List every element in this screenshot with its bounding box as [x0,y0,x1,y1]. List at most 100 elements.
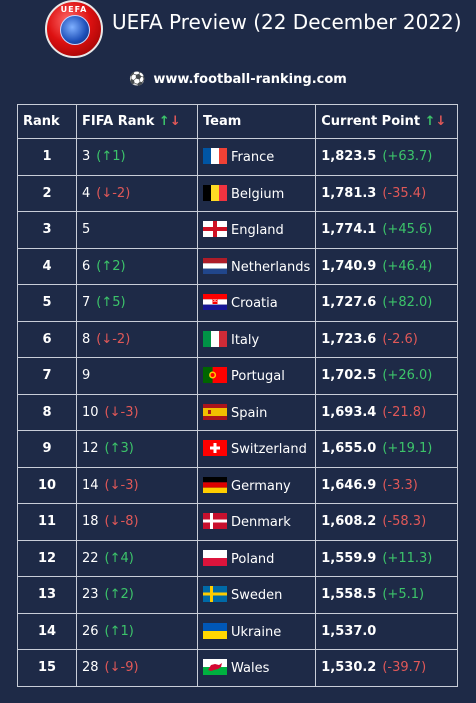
fifa-rank-value: 3 [82,149,91,165]
points-change: (+5.1) [382,587,425,603]
points-change: (+63.7) [382,149,433,165]
points-cell: 1,693.4 (-21.8) [315,393,458,431]
points-change: (-3.3) [382,477,418,493]
points-cell: 1,702.5 (+26.0) [315,357,458,395]
team-cell: Italy [196,320,317,358]
points-cell: 1,740.9 (+46.4) [315,247,458,285]
fifa-rank-change: (↑1) [104,623,134,639]
team-cell: Switzerland [196,430,317,468]
denmark-flag-icon [203,513,227,530]
points-value: 1,774.1 [321,222,377,238]
fifa-rank-value: 23 [82,587,99,603]
rank-cell: 11 [17,503,77,541]
site-url[interactable]: www.football-ranking.com [153,72,347,87]
fifa-rank-cell: 8 (↓-2) [76,320,198,358]
table-row: 4 6 (↑2) Netherlands 1,740.9 (+46.4) [17,247,458,285]
portugal-flag-icon [203,367,227,384]
points-value: 1,693.4 [321,404,377,420]
team-cell: Poland [196,539,317,577]
rank-cell: 13 [17,576,77,614]
fifa-rank-value: 10 [82,404,99,420]
fifa-rank-change: (↑3) [104,441,134,457]
italy-flag-icon [203,330,227,347]
points-change: (+19.1) [382,441,433,457]
team-name: Ukraine [231,624,282,640]
points-cell: 1,781.3 (-35.4) [315,174,458,212]
fifa-rank-change: (↓-3) [104,404,139,420]
page-title: UEFA Preview (22 December 2022) [112,10,462,34]
points-value: 1,530.2 [321,660,377,676]
fifa-rank-change: (↑1) [96,149,126,165]
team-name: Sweden [231,588,283,604]
table-row: 13 23 (↑2) Sweden 1,558.5 (+5.1) [17,576,458,614]
header: UEFA UEFA Preview (22 December 2022) [0,0,476,60]
fifa-rank-cell: 4 (↓-2) [76,174,198,212]
fifa-rank-cell: 7 (↑5) [76,284,198,322]
rank-cell: 1 [17,138,77,176]
switzerland-flag-icon [203,440,227,457]
column-header-rank: Rank [17,104,77,139]
points-change: (-58.3) [382,514,427,530]
table-row: 8 10 (↓-3) Spain 1,693.4 (-21.8) [17,393,458,431]
points-value: 1,823.5 [321,149,377,165]
fifa-rank-label: FIFA Rank [82,114,155,129]
fifa-rank-cell: 3 (↑1) [76,138,198,176]
team-name: Switzerland [231,442,307,458]
table-row: 6 8 (↓-2) Italy 1,723.6 (-2.6) [17,320,458,358]
table-row: 7 9 Portugal 1,702.5 (+26.0) [17,357,458,395]
site-link[interactable]: ⚽ www.football-ranking.com [0,72,476,87]
sort-arrows-icon[interactable]: ↑↓ [158,114,181,129]
table-header-row: Rank FIFA Rank ↑↓ Team Current Point ↑↓ [17,104,458,139]
points-value: 1,608.2 [321,514,377,530]
sort-arrows-icon[interactable]: ↑↓ [424,114,447,129]
spain-flag-icon [203,403,227,420]
soccer-ball-icon: ⚽ [129,72,146,87]
points-cell: 1,537.0 [315,612,458,650]
fifa-rank-change: (↑2) [96,258,126,274]
fifa-rank-value: 4 [82,185,91,201]
table-row: 12 22 (↑4) Poland 1,559.9 (+11.3) [17,539,458,577]
team-name: Wales [231,661,270,677]
croatia-flag-icon [203,294,227,311]
team-cell: Germany [196,466,317,504]
fifa-rank-value: 7 [82,295,91,311]
rank-cell: 14 [17,612,77,650]
fifa-rank-cell: 22 (↑4) [76,539,198,577]
team-cell: Portugal [196,357,317,395]
points-change: (+45.6) [382,222,433,238]
fifa-rank-value: 5 [82,222,91,238]
points-change: (+11.3) [382,550,433,566]
table-row: 5 7 (↑5) Croatia 1,727.6 (+82.0) [17,284,458,322]
table-row: 9 12 (↑3) Switzerland 1,655.0 (+19.1) [17,430,458,468]
points-value: 1,646.9 [321,477,377,493]
fifa-rank-change: (↓-9) [104,660,139,676]
fifa-rank-cell: 10 (↓-3) [76,393,198,431]
column-header-team: Team [196,104,317,139]
team-name: Poland [231,551,275,567]
points-cell: 1,559.9 (+11.3) [315,539,458,577]
ranking-table: Rank FIFA Rank ↑↓ Team Current Point ↑↓ … [17,104,458,687]
rank-cell: 15 [17,649,77,687]
points-value: 1,740.9 [321,258,377,274]
rank-cell: 8 [17,393,77,431]
rank-cell: 6 [17,320,77,358]
points-value: 1,781.3 [321,185,377,201]
rank-cell: 2 [17,174,77,212]
team-name: Germany [231,478,291,494]
fifa-rank-cell: 23 (↑2) [76,576,198,614]
column-header-fifa-rank[interactable]: FIFA Rank ↑↓ [76,104,198,139]
team-name: Netherlands [231,259,311,275]
fifa-rank-change: (↓-8) [104,514,139,530]
fifa-rank-change: (↓-2) [96,185,131,201]
points-cell: 1,723.6 (-2.6) [315,320,458,358]
team-name: Denmark [231,515,291,531]
team-name: England [231,223,284,239]
fifa-rank-cell: 6 (↑2) [76,247,198,285]
points-cell: 1,646.9 (-3.3) [315,466,458,504]
rank-cell: 3 [17,211,77,249]
column-header-current-point[interactable]: Current Point ↑↓ [315,104,458,139]
team-cell: Spain [196,393,317,431]
points-value: 1,723.6 [321,331,377,347]
fifa-rank-value: 14 [82,477,99,493]
points-value: 1,655.0 [321,441,377,457]
